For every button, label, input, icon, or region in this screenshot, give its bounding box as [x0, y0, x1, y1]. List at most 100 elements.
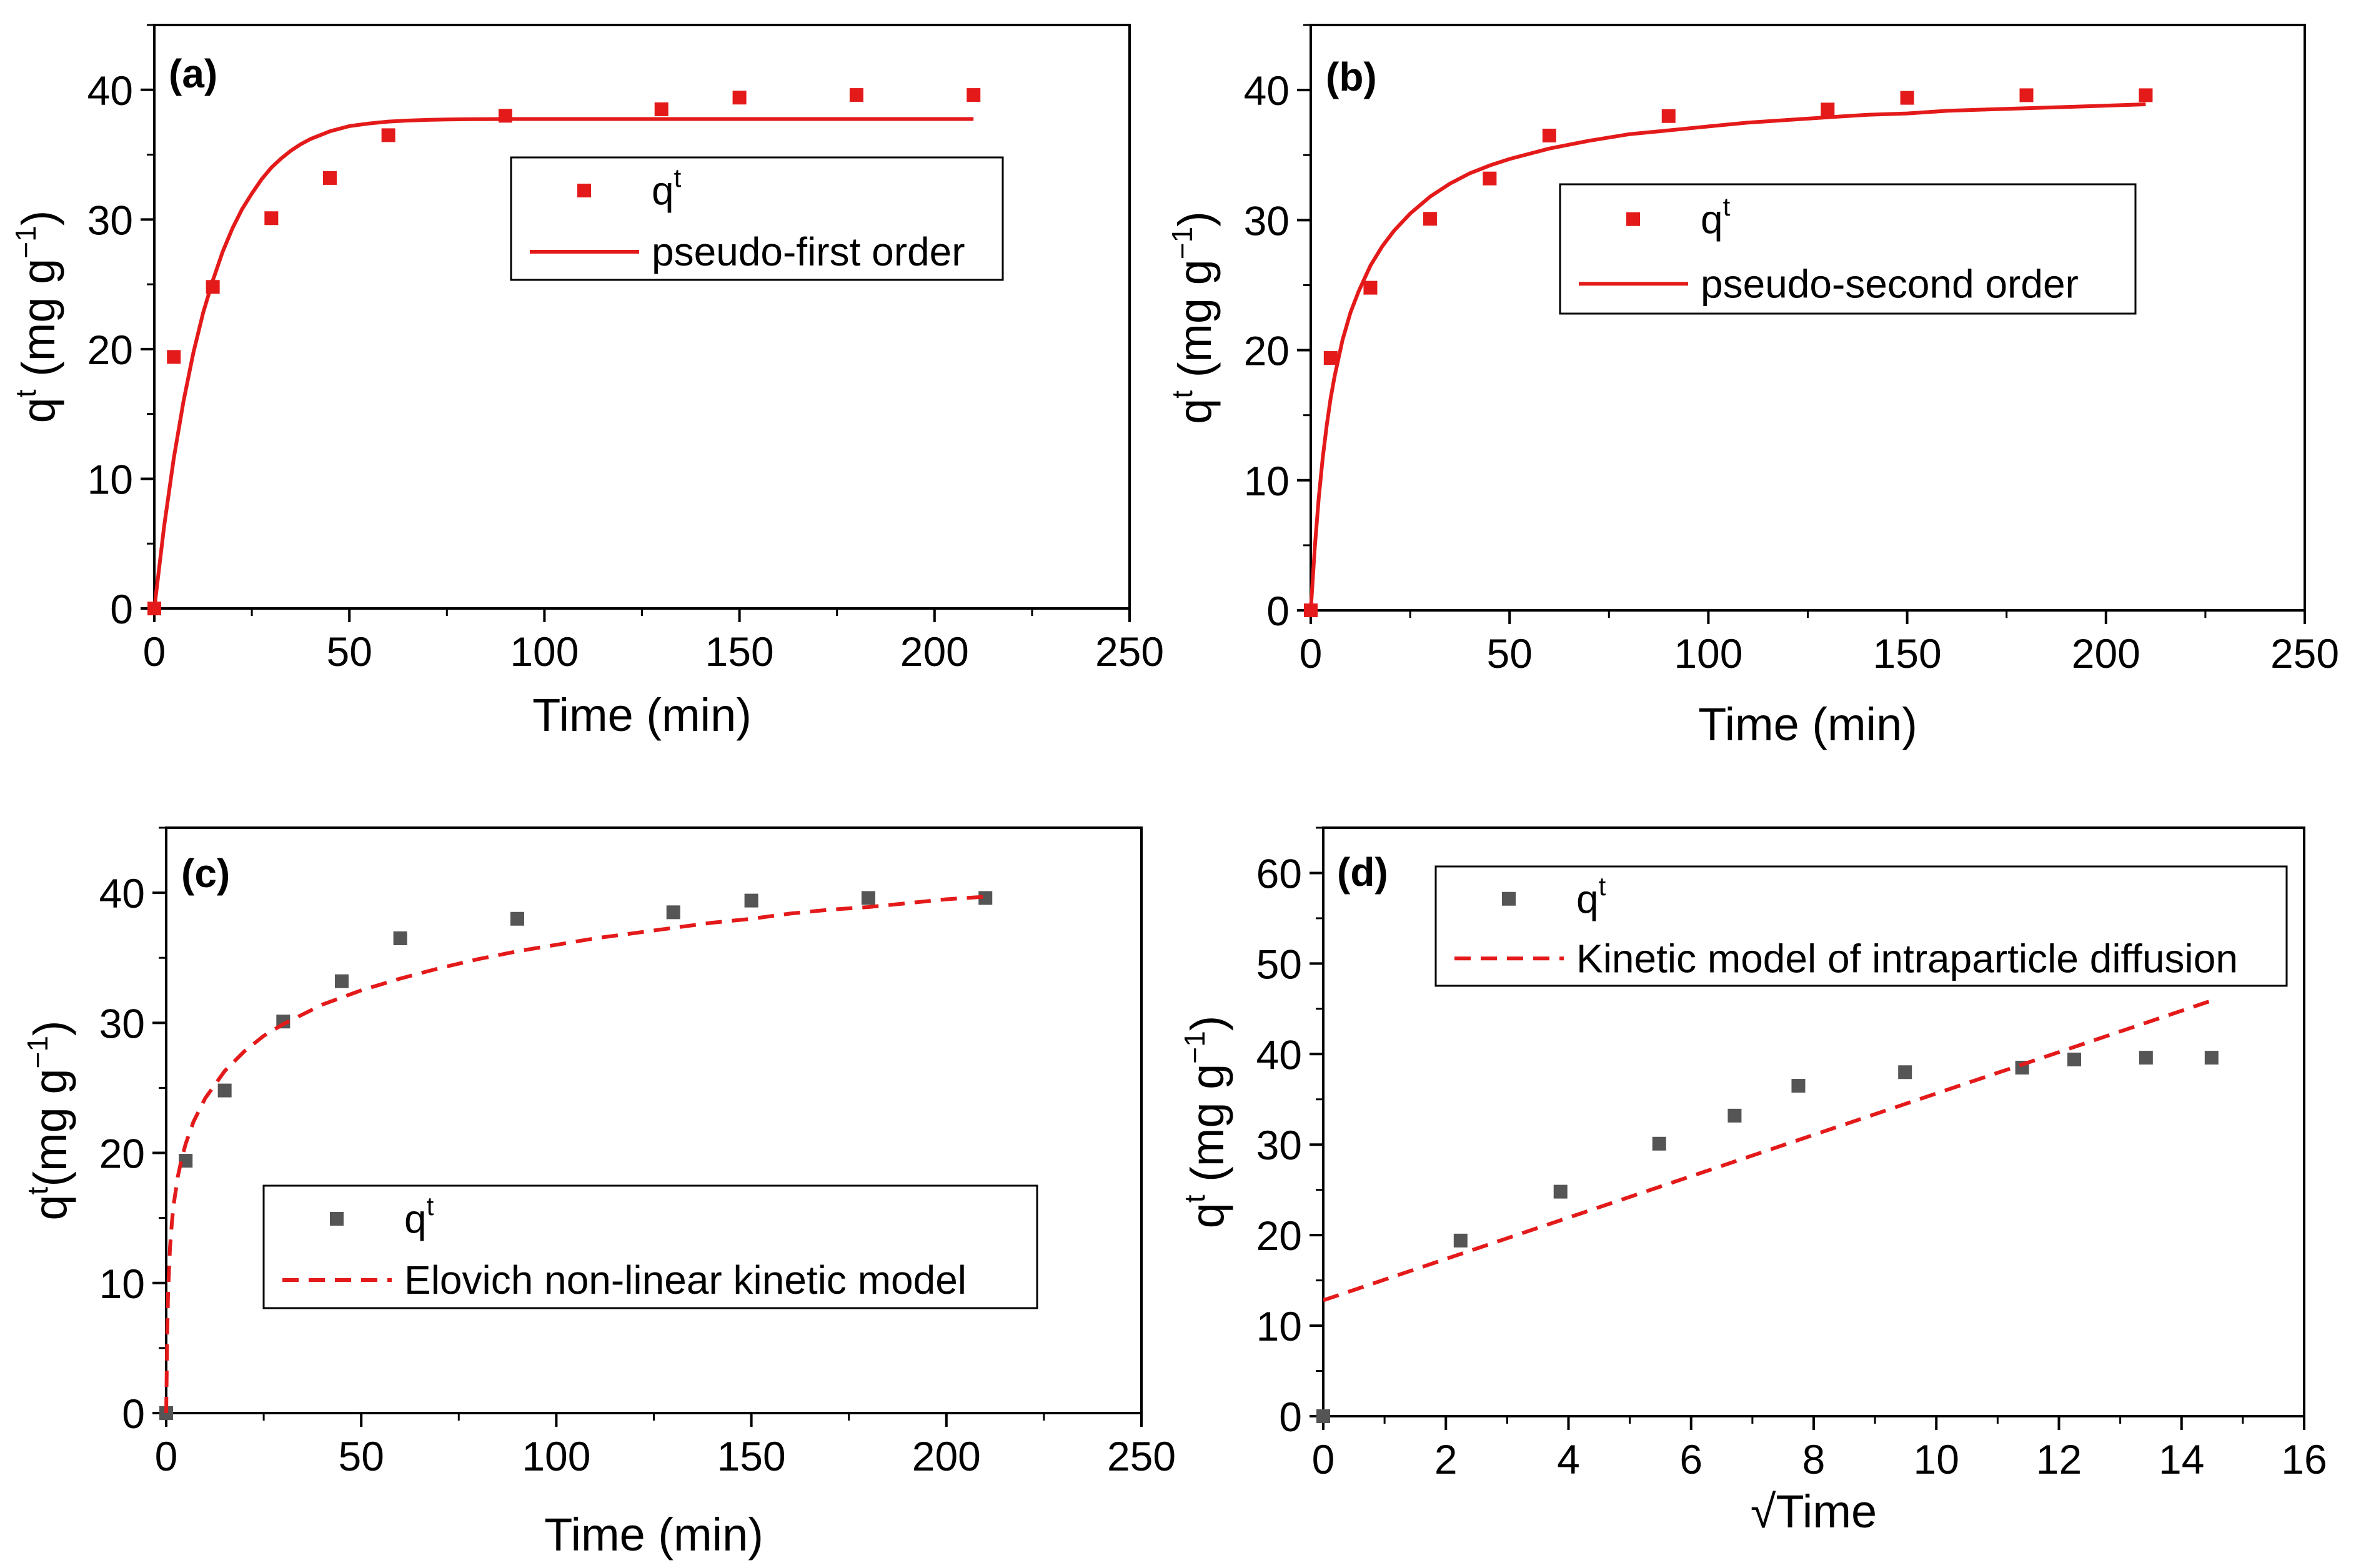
- legend-entry-sup: t: [427, 1191, 434, 1221]
- y-axis-title-main: q: [12, 397, 64, 423]
- y-axis-title-exp: −1: [1166, 227, 1198, 259]
- legend-frame: [1559, 183, 2137, 315]
- data-point: [654, 102, 669, 116]
- series-line-2: [152, 117, 974, 609]
- data-point: [1423, 212, 1437, 226]
- x-tick-label: 100: [510, 628, 579, 675]
- y-axis-title-close: ): [12, 211, 64, 226]
- data-point: [393, 931, 407, 945]
- y-tick-label: 30: [1256, 1122, 1302, 1168]
- y-tick-label: 40: [99, 870, 145, 916]
- y-axis-title-sup: t: [1166, 390, 1198, 399]
- x-tick-label: 200: [2072, 630, 2140, 677]
- x-tick-label: 250: [2270, 630, 2339, 677]
- series-line-2: [1309, 102, 2146, 611]
- data-point: [264, 211, 279, 226]
- y-tick-label: 10: [1244, 458, 1290, 504]
- x-tick-label: 150: [1873, 630, 1942, 677]
- legend-point-swatch: [1502, 891, 1516, 906]
- legend-entry-name: pseudo-second order: [1701, 261, 2079, 306]
- x-axis-title: Time (min): [1698, 698, 1917, 750]
- data-point: [1652, 1136, 1666, 1151]
- y-axis-title-sup: t: [9, 389, 42, 397]
- legend-entry-name: q: [1701, 197, 1723, 242]
- data-point: [167, 350, 181, 364]
- data-point: [1900, 91, 1914, 105]
- data-point: [1791, 1079, 1806, 1093]
- y-axis-title: qt (mg g−1): [1166, 211, 1221, 424]
- data-point: [849, 88, 863, 102]
- legend-entry-label: pseudo-first order: [652, 229, 965, 274]
- y-tick-label: 0: [122, 1391, 145, 1437]
- y-axis-title-sup: t: [21, 1186, 54, 1194]
- data-point: [744, 893, 758, 908]
- data-point: [732, 91, 747, 105]
- x-axis-title: √Time: [1751, 1486, 1877, 1537]
- data-point: [1727, 1108, 1742, 1123]
- y-axis-title-close: ): [1181, 1016, 1233, 1031]
- y-tick-label: 20: [1244, 328, 1290, 374]
- x-tick-label: 0: [143, 628, 166, 675]
- data-point: [322, 171, 337, 185]
- y-tick-label: 20: [1256, 1213, 1302, 1259]
- y-tick-label: 60: [1256, 850, 1302, 896]
- y-axis-title-unit: (mg g: [24, 1069, 76, 1187]
- x-tick-label: 0: [1300, 630, 1323, 677]
- x-tick-label: 2: [1434, 1436, 1458, 1482]
- legend-entry-sup: t: [674, 163, 682, 192]
- y-axis-title-exp: −1: [1178, 1031, 1211, 1063]
- y-tick-label: 10: [99, 1261, 145, 1307]
- y-axis-title: qt (mg g−1): [9, 211, 64, 424]
- x-tick-label: 150: [705, 628, 774, 675]
- x-tick-label: 8: [1802, 1436, 1826, 1482]
- y-tick-label: 50: [1256, 941, 1302, 987]
- y-axis-title-close: ): [24, 1020, 76, 1036]
- y-axis-title-main: q: [24, 1194, 76, 1220]
- x-tick-label: 12: [2036, 1436, 2082, 1482]
- legend-entry-label: pseudo-second order: [1701, 261, 2079, 306]
- panel-label: (c): [181, 851, 230, 896]
- data-point: [978, 891, 993, 905]
- y-axis-title-unit: (mg g: [1181, 1064, 1233, 1195]
- y-axis-title-unit: (mg g: [12, 259, 64, 390]
- y-axis-title-main: q: [1181, 1203, 1233, 1228]
- y-tick-label: 0: [1279, 1394, 1302, 1440]
- x-axis-title: Time (min): [544, 1509, 763, 1561]
- y-tick-label: 20: [99, 1131, 145, 1177]
- legend-frame: [262, 1184, 1038, 1309]
- y-tick-label: 0: [110, 586, 133, 632]
- legend-entry-name: q: [652, 168, 674, 213]
- legend-entry-name: q: [1576, 876, 1599, 921]
- legend-frame: [510, 156, 1004, 281]
- x-tick-label: 0: [1312, 1436, 1335, 1482]
- y-tick-label: 30: [99, 1000, 145, 1046]
- data-point: [1483, 171, 1497, 186]
- legend: qt Elovich non-linear kinetic model: [262, 1184, 1038, 1309]
- data-point: [2139, 88, 2153, 102]
- data-point: [510, 911, 524, 926]
- y-tick-label: 40: [87, 67, 133, 114]
- legend-frame: [1434, 865, 2288, 987]
- y-tick-label: 30: [1244, 197, 1290, 244]
- legend-point-swatch: [330, 1212, 344, 1226]
- x-tick-label: 14: [2159, 1436, 2204, 1482]
- x-tick-label: 100: [1674, 630, 1742, 677]
- data-point: [1453, 1233, 1468, 1248]
- x-tick-label: 50: [326, 628, 372, 675]
- y-axis-title-sup: t: [1178, 1194, 1211, 1203]
- legend: qt Kinetic model of intraparticle diffusi…: [1434, 865, 2288, 987]
- x-tick-label: 10: [1914, 1436, 1959, 1482]
- legend-entry-sup: t: [1599, 871, 1606, 901]
- x-tick-label: 50: [1486, 630, 1532, 677]
- legend-entry-label: Kinetic model of intraparticle diffusion: [1576, 936, 2238, 981]
- legend-entry-label: qt: [404, 1191, 434, 1241]
- data-point: [967, 88, 981, 102]
- y-tick-label: 40: [1256, 1031, 1302, 1078]
- x-tick-label: 0: [155, 1433, 178, 1479]
- x-tick-label: 200: [912, 1433, 981, 1479]
